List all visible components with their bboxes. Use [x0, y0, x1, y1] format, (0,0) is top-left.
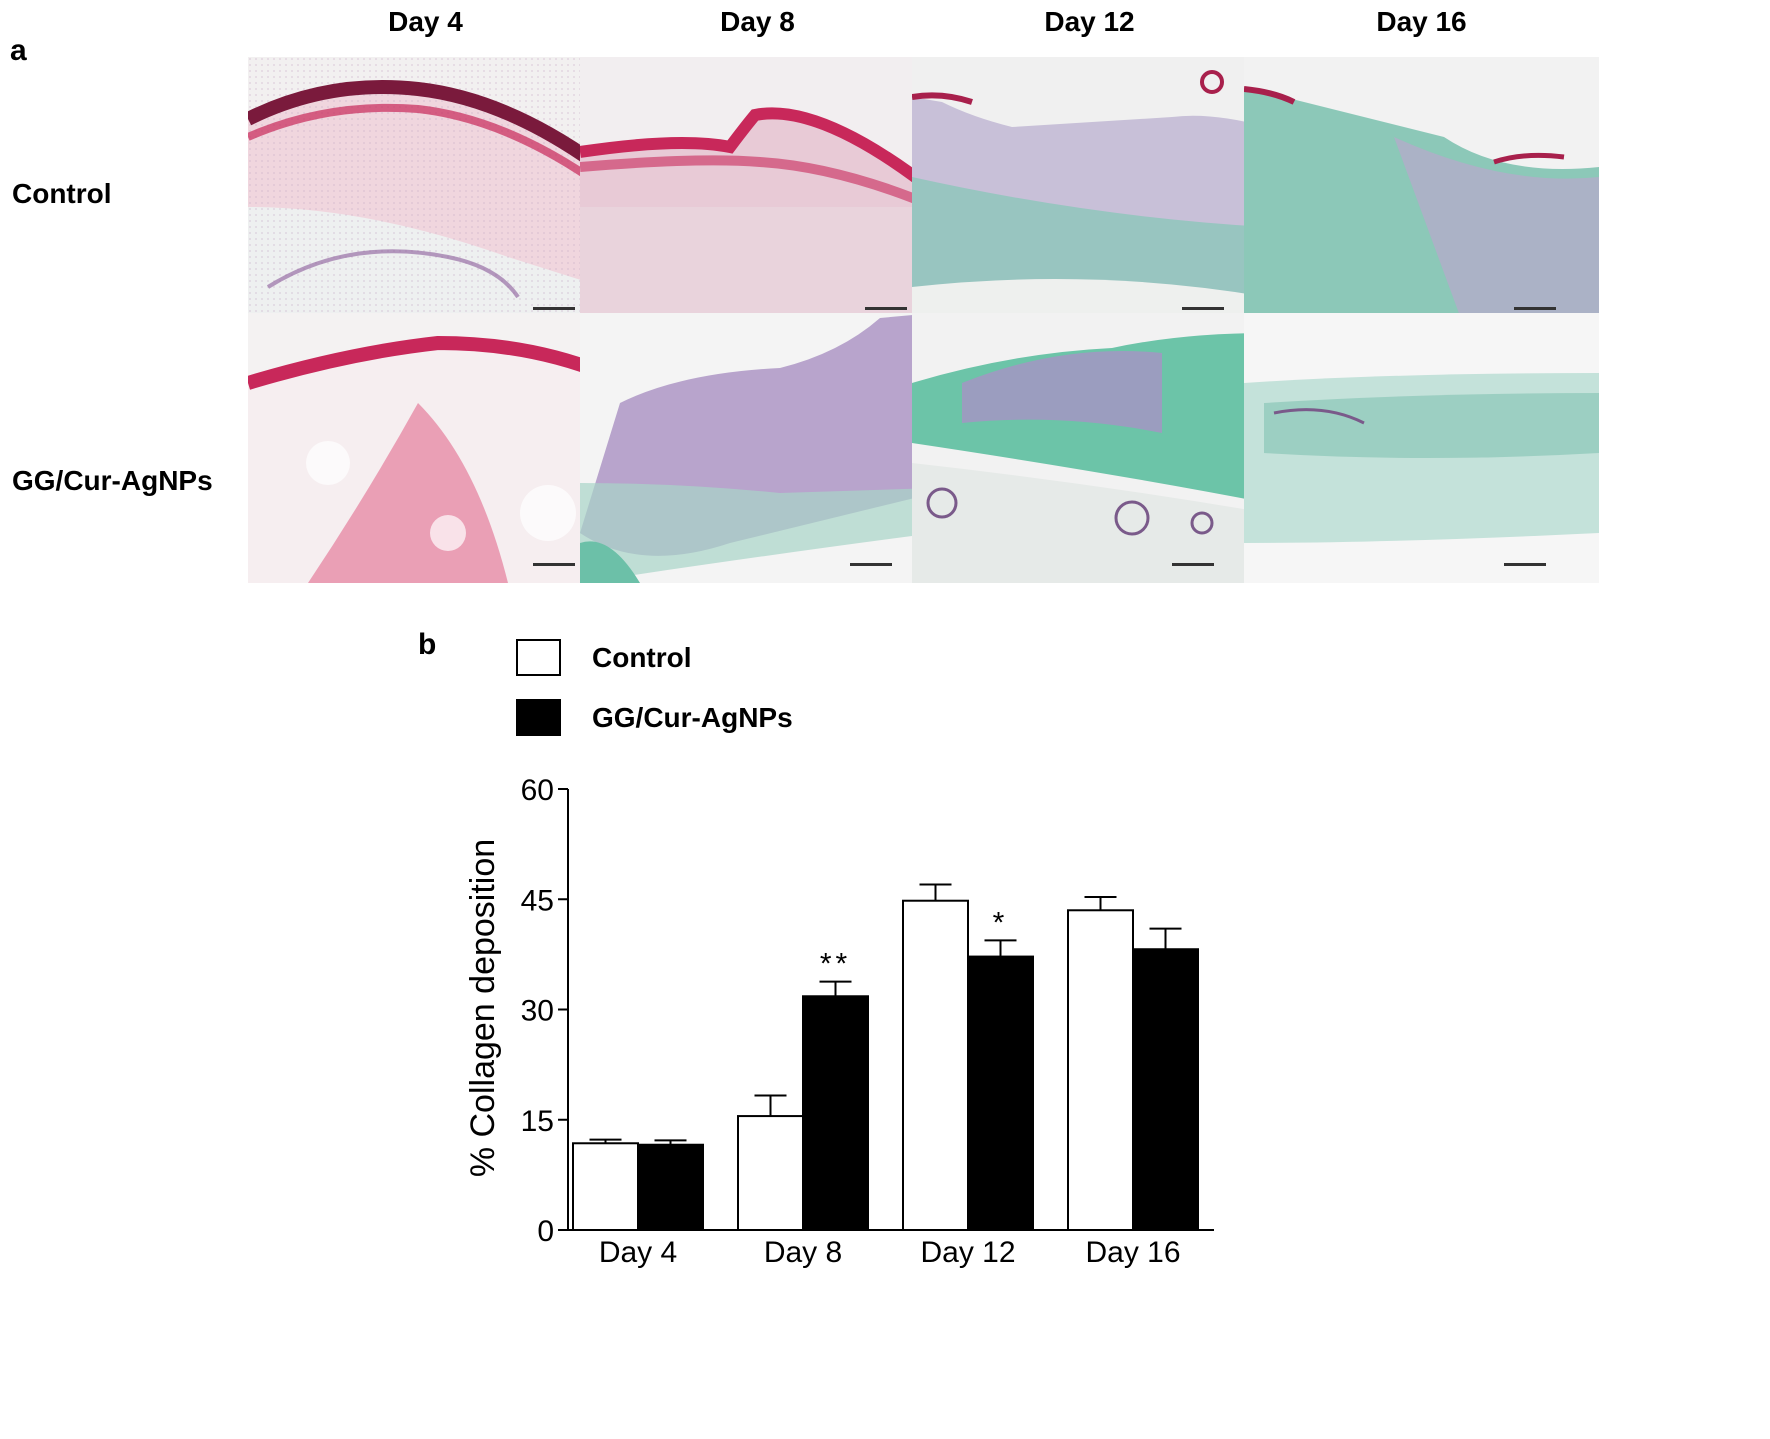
y-axis-label: % Collagen deposition: [464, 839, 502, 1177]
bar-control-day-16: [1067, 909, 1134, 1232]
y-tick-label: 60: [521, 774, 554, 807]
x-tick-label: Day 12: [920, 1236, 1015, 1269]
micrograph-gg-cur-agnps-day-16: [1244, 313, 1599, 583]
legend-label-control: Control: [592, 642, 692, 673]
bar-gg-cur-agnps-day-4: [637, 1143, 704, 1231]
y-tick-label: 45: [521, 884, 554, 917]
micrograph-control-day-16: [1244, 57, 1599, 327]
x-tick-label: Day 4: [599, 1236, 677, 1269]
micrograph-gg-cur-agnps-day-8: [580, 313, 935, 583]
panel-b-letter: b: [418, 628, 437, 661]
micrograph-control-day-12: [912, 57, 1267, 327]
significance-marker: **: [820, 948, 851, 981]
bar-gg-cur-agnps-day-8: [802, 995, 869, 1232]
x-tick-label: Day 16: [1085, 1236, 1180, 1269]
micrograph-gg-cur-agnps-day-12: [912, 313, 1267, 583]
column-label-day-16: Day 16: [1376, 6, 1467, 37]
row-label-control: Control: [12, 178, 112, 209]
bar-gg-cur-agnps-day-12: [967, 955, 1034, 1232]
column-label-day-8: Day 8: [720, 6, 795, 37]
legend-swatch-gg-cur-agnps: [516, 699, 561, 736]
x-tick-label: Day 8: [764, 1236, 842, 1269]
y-tick-label: 15: [521, 1105, 554, 1138]
y-tick-label: 0: [537, 1215, 554, 1248]
bar-control-day-4: [572, 1142, 639, 1232]
bar-control-day-12: [902, 899, 969, 1231]
column-label-day-4: Day 4: [388, 6, 463, 37]
micrograph-control-day-8: [580, 57, 935, 327]
bar-gg-cur-agnps-day-16: [1132, 948, 1199, 1231]
bar-control-day-8: [737, 1115, 804, 1231]
significance-marker: *: [993, 906, 1009, 939]
column-label-day-12: Day 12: [1044, 6, 1135, 37]
micrograph-gg-cur-agnps-day-4: [248, 313, 603, 583]
legend-label-gg-cur-agnps: GG/Cur-AgNPs: [592, 702, 793, 733]
y-tick-label: 30: [521, 995, 554, 1028]
panel-a-letter: a: [10, 34, 27, 67]
row-label-gg-cur-agnps: GG/Cur-AgNPs: [12, 465, 213, 496]
legend-swatch-control: [516, 639, 561, 676]
micrograph-control-day-4: [248, 57, 603, 327]
